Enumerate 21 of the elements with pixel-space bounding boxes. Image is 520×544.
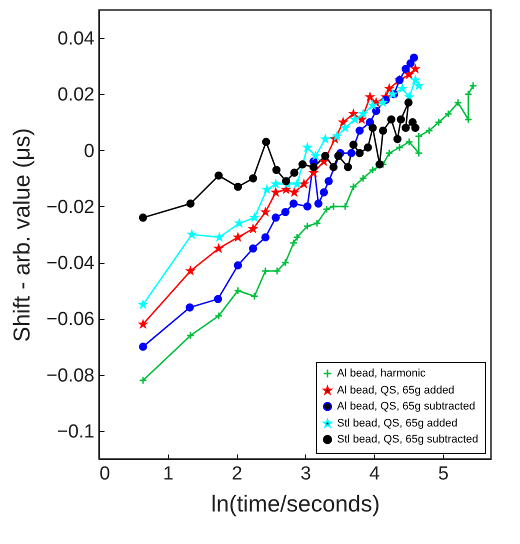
legend-label: Al bead, QS, 65g subtracted — [337, 400, 476, 412]
legend-label: Al bead, harmonic — [337, 368, 426, 380]
x-tick-label: 4 — [369, 464, 380, 484]
y-tick-label: −0.02 — [46, 196, 94, 218]
x-tick-label: 2 — [232, 464, 242, 484]
x-tick-label: 1 — [162, 464, 174, 484]
x-tick-label: 5 — [438, 464, 449, 484]
y-tick-label: 0.04 — [58, 28, 95, 50]
y-tick-label: 0.02 — [58, 84, 94, 106]
y-tick-label: −0.04 — [46, 253, 95, 274]
x-tick-label: 0 — [100, 464, 110, 484]
legend-label: Stl bead, QS, 65g added — [337, 418, 458, 430]
y-tick-label: 0 — [84, 140, 94, 162]
x-axis-title: ln(time/seconds) — [211, 490, 380, 516]
x-tick-label: 3 — [300, 464, 312, 484]
legend-label: Al bead, QS, 65g added — [337, 384, 454, 396]
y-tick-label: −0.1 — [56, 421, 94, 442]
legend-label: Stl bead, QS, 65g subtracted — [337, 434, 478, 446]
y-tick-label: −0.08 — [46, 365, 94, 386]
y-axis-title: Shift - arb. value (μs) — [8, 128, 34, 342]
y-tick-label: −0.06 — [46, 309, 94, 330]
